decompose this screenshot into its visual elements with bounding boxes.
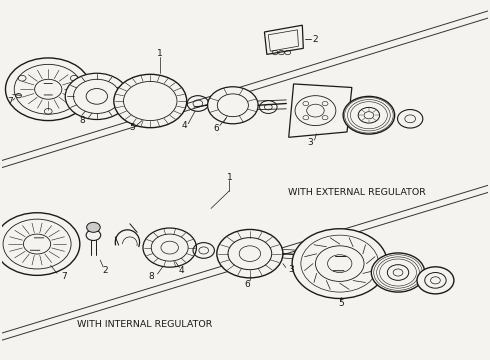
- Circle shape: [143, 228, 196, 267]
- Circle shape: [417, 267, 454, 294]
- Text: 1: 1: [226, 173, 232, 182]
- Circle shape: [87, 222, 100, 232]
- Polygon shape: [289, 84, 352, 137]
- Text: 2: 2: [313, 35, 318, 44]
- Text: 6: 6: [213, 123, 219, 132]
- Polygon shape: [265, 25, 303, 54]
- Text: 2: 2: [103, 266, 108, 275]
- Text: 5: 5: [338, 299, 343, 308]
- Text: 4: 4: [179, 266, 185, 275]
- Circle shape: [114, 74, 187, 128]
- Text: 6: 6: [244, 280, 250, 289]
- Circle shape: [371, 253, 425, 292]
- Text: 5: 5: [129, 123, 135, 132]
- Text: 3: 3: [308, 138, 314, 147]
- Circle shape: [292, 229, 388, 298]
- Text: 7: 7: [61, 272, 67, 281]
- Text: 8: 8: [79, 116, 85, 125]
- Circle shape: [343, 96, 394, 134]
- Circle shape: [5, 58, 91, 121]
- Circle shape: [65, 73, 128, 120]
- Circle shape: [217, 229, 283, 278]
- Text: 7: 7: [7, 97, 13, 106]
- Text: WITH EXTERNAL REGULATOR: WITH EXTERNAL REGULATOR: [288, 188, 426, 197]
- Text: WITH INTERNAL REGULATOR: WITH INTERNAL REGULATOR: [77, 320, 213, 329]
- Circle shape: [0, 213, 80, 275]
- Circle shape: [208, 87, 258, 124]
- Text: 8: 8: [149, 272, 155, 281]
- Text: 1: 1: [157, 49, 163, 58]
- Text: 4: 4: [181, 121, 187, 130]
- Text: 3: 3: [288, 265, 294, 274]
